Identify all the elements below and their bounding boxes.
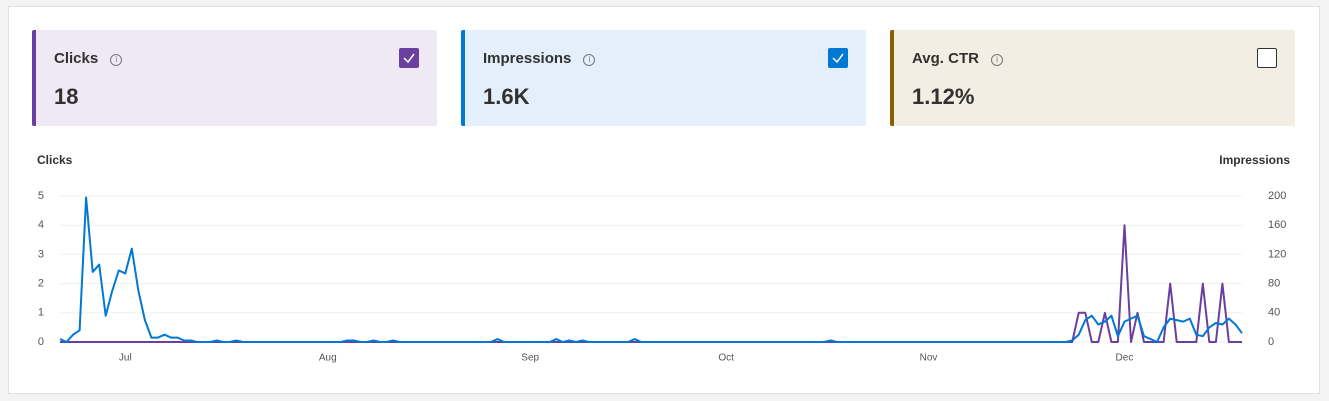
checkbox[interactable] [828, 48, 848, 68]
card-title: Clicks i [54, 50, 123, 67]
x-tick-label: Dec [1116, 353, 1134, 364]
x-tick-label: Sep [521, 353, 539, 364]
y2-tick-label: 160 [1268, 219, 1286, 231]
card-title: Avg. CTR i [912, 50, 1003, 67]
card[interactable]: Avg. CTR i 1.12% [890, 30, 1295, 126]
y-tick-label: 5 [38, 190, 44, 202]
x-tick-label: Oct [718, 353, 734, 364]
y2-tick-label: 0 [1268, 336, 1274, 348]
y2-axis-title: Impressions [1219, 153, 1290, 167]
y2-tick-label: 120 [1268, 248, 1286, 260]
card-value: 1.6K [483, 84, 530, 109]
y2-tick-label: 40 [1268, 307, 1280, 319]
card[interactable]: Impressions i 1.6K [461, 30, 866, 126]
card-title-text: Impressions [483, 50, 572, 67]
card-title-text: Clicks [54, 50, 99, 67]
card-value: 18 [54, 84, 79, 109]
y-tick-label: 0 [38, 336, 44, 348]
y-tick-label: 4 [38, 219, 44, 231]
checkbox[interactable] [1257, 48, 1277, 68]
checkbox[interactable] [399, 48, 419, 68]
check-mark [403, 53, 415, 64]
y-axis-title: Clicks [37, 153, 73, 167]
x-tick-label: Jul [119, 353, 132, 364]
info-icon[interactable]: i [110, 54, 123, 66]
card-title: Impressions i [483, 50, 596, 67]
x-tick-label: Aug [319, 353, 337, 364]
y2-tick-label: 200 [1268, 190, 1286, 202]
card-value: 1.12% [912, 84, 975, 109]
x-tick-label: Nov [920, 353, 938, 364]
info-icon[interactable]: i [583, 54, 596, 66]
card-title-text: Avg. CTR [912, 50, 979, 67]
y-tick-label: 3 [38, 248, 44, 260]
check-mark [832, 53, 844, 64]
y-tick-label: 1 [38, 307, 44, 319]
y2-tick-label: 80 [1268, 278, 1280, 290]
series-line [59, 196, 1243, 343]
card[interactable]: Clicks i 18 [32, 30, 437, 126]
y-tick-label: 2 [38, 278, 44, 290]
info-icon[interactable]: i [990, 54, 1003, 66]
